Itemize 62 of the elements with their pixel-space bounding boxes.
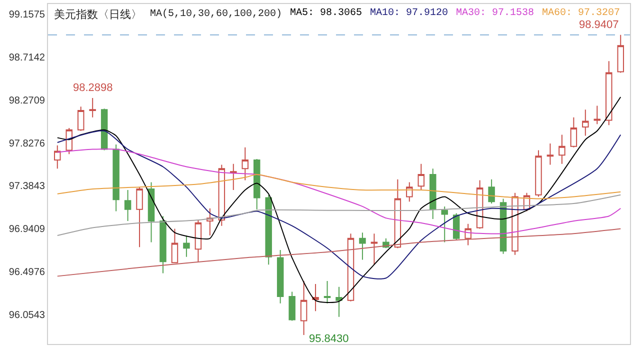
candlestick <box>230 163 237 190</box>
candlestick <box>276 250 284 304</box>
candlestick <box>312 283 319 312</box>
candlestick <box>112 144 120 212</box>
candlestick <box>370 233 378 266</box>
candlestick <box>77 106 84 132</box>
line-series <box>56 130 622 280</box>
candlestick <box>464 223 472 246</box>
candlestick <box>160 216 166 274</box>
text: MA60: 97.3207 <box>542 8 620 19</box>
candlestick <box>558 134 566 164</box>
candlestick <box>89 97 96 118</box>
candlestick <box>136 186 143 248</box>
candlestick <box>606 60 612 126</box>
y-tick-label: 99.1575 <box>8 9 46 20</box>
candlestick <box>288 291 296 322</box>
line-series <box>56 96 622 303</box>
y-tick-label: 97.8276 <box>8 138 46 150</box>
annotation: 95.8430 <box>309 333 349 345</box>
candlestick <box>394 178 402 249</box>
text: MA(5,10,30,60,100,200) <box>150 8 282 20</box>
annotation: 98.9407 <box>579 19 619 31</box>
candlestick <box>183 235 190 258</box>
candlestick <box>324 280 331 304</box>
candlestick <box>148 182 155 243</box>
y-tick-label: 98.7142 <box>8 52 46 64</box>
candlestick <box>418 163 425 190</box>
candlestick <box>441 206 448 243</box>
y-tick-label: 97.3843 <box>8 181 46 192</box>
candlestick <box>124 189 132 222</box>
y-tick-label: 96.0543 <box>8 310 46 322</box>
candlestick <box>359 232 366 260</box>
text: MA30: 97.1538 <box>456 8 534 19</box>
candlestick <box>54 144 61 170</box>
candlestick <box>253 158 260 210</box>
line-series <box>56 228 622 277</box>
candlestick <box>194 220 202 262</box>
line-series <box>56 194 622 236</box>
candlestick <box>546 142 554 166</box>
chart-title: 美元指数〈日线〉 <box>54 8 142 21</box>
y-tick-label: 96.4976 <box>8 267 46 278</box>
line-series <box>56 148 622 234</box>
candlestick <box>300 280 308 336</box>
candlestick <box>171 228 178 264</box>
candlestick <box>617 34 624 74</box>
candlestick <box>488 178 495 204</box>
candlestick <box>582 109 589 136</box>
text: MA5: 98.3065 <box>290 8 362 19</box>
line-series <box>56 174 622 200</box>
candlestick <box>406 182 413 202</box>
y-tick-label: 96.9409 <box>8 224 46 236</box>
annotation: 98.2898 <box>73 82 113 94</box>
candlestick <box>594 105 601 125</box>
candlestick <box>430 168 436 220</box>
y-tick-label: 98.2709 <box>8 95 46 106</box>
candlestick <box>570 116 578 148</box>
candlestick <box>347 233 354 302</box>
candlestick <box>265 194 272 266</box>
candlestick <box>336 286 342 318</box>
candlestick <box>535 150 542 198</box>
text: MA10: 97.9120 <box>370 8 448 19</box>
candlestick <box>242 146 248 181</box>
